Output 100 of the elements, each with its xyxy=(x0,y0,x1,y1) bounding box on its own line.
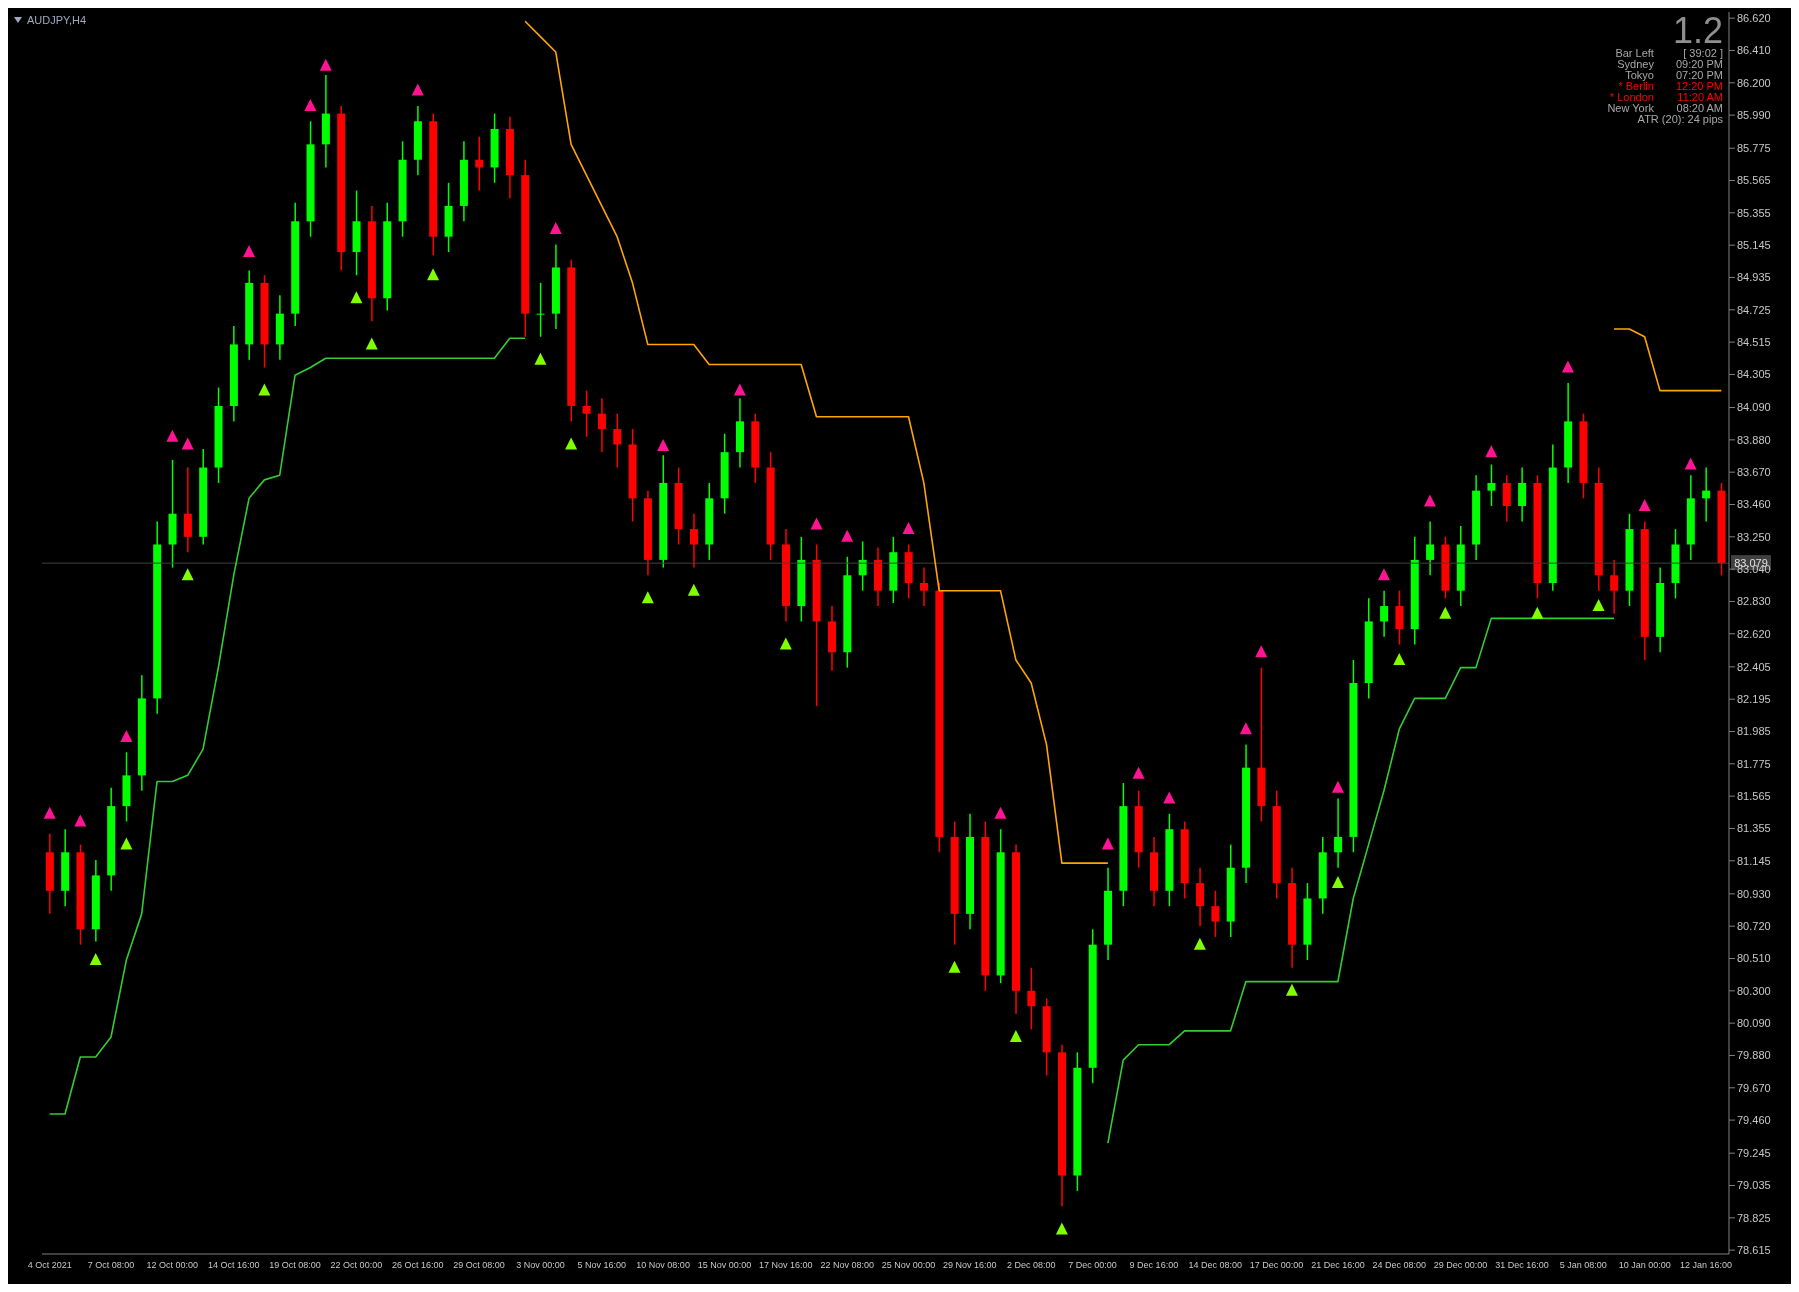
candlestick xyxy=(1196,866,1205,927)
point xyxy=(319,58,332,71)
point xyxy=(258,383,271,396)
annotation: * London xyxy=(1608,91,1655,103)
candlestick xyxy=(613,412,622,469)
annotation: Sydney xyxy=(1616,58,1655,70)
point xyxy=(350,291,363,304)
x-tick-label: 29 Oct 08:00 xyxy=(453,1260,505,1271)
x-tick-label: 22 Oct 00:00 xyxy=(330,1260,383,1271)
y-tick-label: 81.985 xyxy=(1737,725,1771,738)
x-tick-label: 9 Dec 16:00 xyxy=(1129,1260,1179,1271)
candlestick xyxy=(1502,474,1511,523)
y-tick-label: 82.830 xyxy=(1737,595,1771,608)
point xyxy=(1439,606,1452,619)
y-tick-label: 85.565 xyxy=(1737,174,1771,187)
annotation: 12:20 PM xyxy=(1675,80,1723,92)
candlestick xyxy=(1487,463,1496,507)
point xyxy=(243,245,256,258)
y-tick-label: 82.405 xyxy=(1737,660,1771,673)
candlestick xyxy=(475,135,484,192)
point xyxy=(411,83,424,96)
x-tick-label: 4 Oct 2021 xyxy=(27,1260,72,1271)
y-tick-label: 85.145 xyxy=(1737,239,1771,252)
annotation: 07:20 PM xyxy=(1675,69,1723,81)
point xyxy=(1009,1030,1022,1042)
y-tick-label: 82.195 xyxy=(1737,693,1771,706)
y-tick-label: 86.200 xyxy=(1737,76,1771,89)
annotation: Bar Left xyxy=(1615,47,1654,59)
x-tick-label: 19 Oct 08:00 xyxy=(269,1260,321,1271)
x-tick-label: 15 Nov 00:00 xyxy=(697,1260,752,1271)
y-tick-label: 83.880 xyxy=(1737,433,1771,446)
candlestick xyxy=(536,282,545,338)
point xyxy=(534,352,547,365)
x-tick-label: 17 Dec 00:00 xyxy=(1249,1260,1304,1271)
point xyxy=(181,437,194,450)
x-tick-label: 2 Dec 08:00 xyxy=(1006,1260,1056,1271)
x-tick-label: 29 Dec 00:00 xyxy=(1433,1260,1488,1271)
candlestick xyxy=(1211,890,1220,938)
y-tick-label: 83.670 xyxy=(1737,466,1771,479)
y-tick-label: 78.615 xyxy=(1737,1244,1771,1257)
candlestick xyxy=(920,566,929,607)
candlestick xyxy=(183,466,192,553)
point xyxy=(74,814,87,827)
x-tick-label: 10 Nov 08:00 xyxy=(636,1260,690,1271)
y-tick-label: 79.670 xyxy=(1737,1081,1771,1094)
y-tick-label: 79.035 xyxy=(1737,1179,1771,1192)
x-tick-label: 10 Jan 00:00 xyxy=(1618,1260,1671,1271)
x-tick-label: 25 Nov 00:00 xyxy=(881,1260,936,1271)
point xyxy=(120,729,133,742)
y-tick-label: 78.825 xyxy=(1737,1211,1771,1224)
annotation: [ 39:02 ] xyxy=(1683,47,1723,59)
x-tick-label: 14 Dec 08:00 xyxy=(1188,1260,1243,1271)
candlestick xyxy=(582,389,591,438)
point xyxy=(733,383,746,396)
x-tick-label: 29 Nov 16:00 xyxy=(943,1260,997,1271)
x-tick-label: 5 Jan 08:00 xyxy=(1559,1260,1607,1271)
point xyxy=(1101,837,1114,850)
y-tick-label: 85.355 xyxy=(1737,206,1771,219)
candlestick xyxy=(1426,520,1435,577)
point xyxy=(1055,1222,1068,1235)
x-tick-label: 24 Dec 08:00 xyxy=(1372,1260,1427,1271)
annotation: 08:20 AM xyxy=(1675,102,1723,114)
point xyxy=(1684,457,1697,470)
x-tick-label: 22 Nov 08:00 xyxy=(820,1260,874,1271)
point xyxy=(1485,445,1498,458)
point xyxy=(948,960,961,973)
candlestick xyxy=(1518,466,1527,523)
y-tick-label: 80.300 xyxy=(1737,984,1771,997)
point xyxy=(1423,494,1436,507)
point xyxy=(641,591,654,604)
y-tick-label: 84.090 xyxy=(1737,401,1771,414)
x-tick-label: 12 Oct 00:00 xyxy=(146,1260,199,1271)
point xyxy=(43,806,56,819)
y-tick-label: 80.930 xyxy=(1737,887,1771,900)
point xyxy=(841,529,854,542)
point xyxy=(1592,599,1605,612)
x-tick-label: 21 Dec 16:00 xyxy=(1311,1260,1365,1271)
point xyxy=(1393,652,1406,665)
point xyxy=(1561,360,1574,373)
x-tick-label: 12 Jan 16:00 xyxy=(1679,1260,1733,1271)
point xyxy=(994,806,1007,819)
point xyxy=(1285,983,1298,996)
x-tick-label: 17 Nov 16:00 xyxy=(759,1260,813,1271)
candlestick xyxy=(1027,966,1036,1031)
point xyxy=(1638,499,1651,512)
x-tick-label: 5 Nov 16:00 xyxy=(577,1260,627,1271)
y-tick-label: 84.935 xyxy=(1737,271,1771,284)
point xyxy=(365,337,378,350)
point xyxy=(304,98,317,111)
annotation: 09:20 PM xyxy=(1675,58,1723,70)
point xyxy=(1331,780,1344,793)
point xyxy=(687,583,700,596)
candlestick xyxy=(1395,589,1404,646)
point xyxy=(657,439,670,452)
x-tick-label: 26 Oct 16:00 xyxy=(391,1260,444,1271)
x-tick-label: 14 Oct 16:00 xyxy=(207,1260,260,1271)
point xyxy=(549,222,562,234)
point xyxy=(89,953,102,966)
chart-title: AUDJPY,H4 xyxy=(27,14,87,26)
point xyxy=(1163,791,1176,804)
